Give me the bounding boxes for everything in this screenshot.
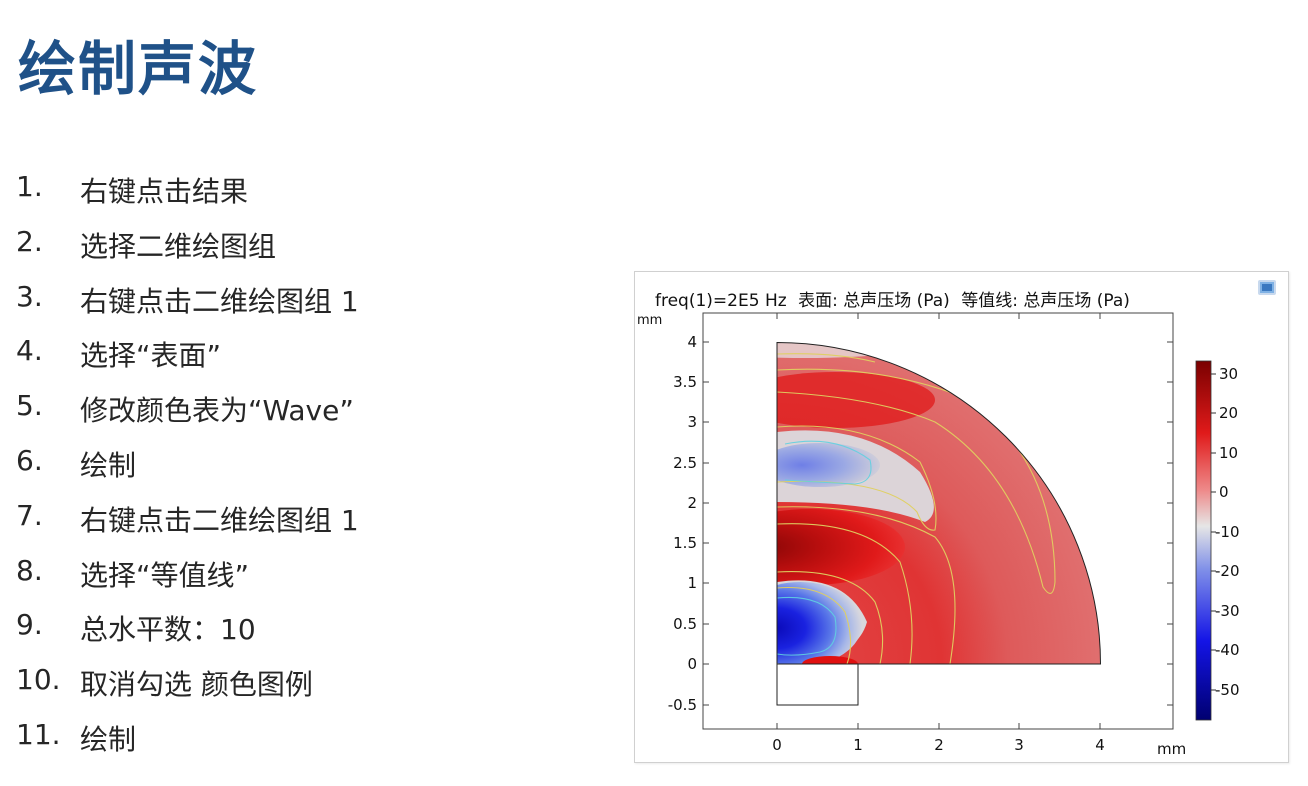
step-text: 取消勾选 颜色图例 — [80, 668, 313, 702]
step-number: 10. — [16, 663, 61, 697]
y-tick-label: 3.5 — [673, 373, 697, 391]
x-tick-label: 3 — [1014, 736, 1024, 754]
colorbar — [1195, 360, 1212, 721]
step-number: 3. — [16, 279, 43, 313]
x-tick-label: 0 — [772, 736, 782, 754]
x-tick-label: 1 — [853, 736, 863, 754]
step-text: 选择“等值线” — [80, 558, 250, 592]
step-text: 绘制 — [80, 722, 137, 756]
y-tick-label: 0 — [687, 655, 697, 673]
step-text: 右键点击结果 — [80, 175, 249, 208]
colorbar-label: -10 — [1215, 523, 1240, 541]
step-number: 9. — [16, 608, 43, 642]
step-number: 5. — [16, 389, 43, 423]
transducer-rectangle — [776, 663, 859, 706]
x-tick-marks — [776, 313, 1101, 729]
x-axis-unit: mm — [1157, 740, 1186, 758]
step-text: 选择“表面” — [80, 339, 222, 373]
colorbar-label: 20 — [1219, 404, 1238, 422]
colorbar-label: 10 — [1219, 444, 1238, 462]
pressure-plot: mm 4 3.5 3 2.5 2 1.5 1 0.5 0 -0.5 0 1 2 … — [637, 312, 1240, 758]
y-tick-label: 1.5 — [673, 534, 697, 552]
step-number: 11. — [16, 717, 61, 751]
step-number: 8. — [16, 553, 43, 587]
colorbar-label: 0 — [1219, 483, 1229, 501]
step-text: 修改颜色表为“Wave” — [80, 394, 354, 428]
slide-title: 绘制声波 — [18, 35, 259, 103]
y-tick-label: 3 — [687, 413, 697, 431]
x-tick-label: 2 — [934, 736, 944, 754]
plot-window: freq(1)=2E5 Hz 表面: 总声压场 (Pa) 等值线: 总声压场 (… — [634, 271, 1289, 763]
y-tick-label: 4 — [687, 333, 697, 351]
step-number: 1. — [16, 170, 43, 203]
colorbar-label: -30 — [1215, 602, 1240, 620]
x-tick-label: 4 — [1095, 736, 1105, 754]
plot-title: freq(1)=2E5 Hz 表面: 总声压场 (Pa) 等值线: 总声压场 (… — [655, 286, 1136, 311]
colorbar-label: -50 — [1215, 681, 1240, 699]
plot-title-contour: 等值线: 总声压场 (Pa) — [961, 291, 1130, 311]
y-axis-unit: mm — [637, 313, 662, 328]
y-tick-label: 2 — [687, 494, 697, 512]
step-text: 右键点击二维绘图组 1 — [80, 284, 359, 318]
y-tick-label: 1 — [687, 574, 697, 592]
y-tick-label: 2.5 — [673, 454, 697, 472]
colorbar-ticks — [1211, 373, 1216, 691]
step-number: 2. — [16, 224, 43, 258]
step-text: 绘制 — [80, 448, 137, 482]
colorbar-label: -20 — [1215, 562, 1240, 580]
step-number: 4. — [16, 334, 43, 368]
step-text: 总水平数：10 — [80, 613, 256, 647]
step-text: 右键点击二维绘图组 1 — [80, 503, 359, 537]
domain-outline — [776, 341, 1102, 665]
colorbar-label: -40 — [1215, 641, 1240, 659]
window-icon[interactable] — [1258, 280, 1276, 295]
plot-title-surface: 表面: 总声压场 (Pa) — [798, 291, 950, 311]
contour-lines — [777, 353, 1056, 664]
y-tick-marks — [703, 341, 1173, 706]
step-number: 7. — [16, 498, 43, 532]
y-tick-label: 0.5 — [673, 615, 697, 633]
plot-title-frequency: freq(1)=2E5 Hz — [655, 291, 787, 311]
colorbar-label: 30 — [1219, 365, 1238, 383]
y-tick-label: -0.5 — [668, 696, 697, 714]
pressure-surface — [777, 342, 1101, 664]
step-number: 6. — [16, 443, 43, 477]
step-text: 选择二维绘图组 — [80, 229, 277, 263]
